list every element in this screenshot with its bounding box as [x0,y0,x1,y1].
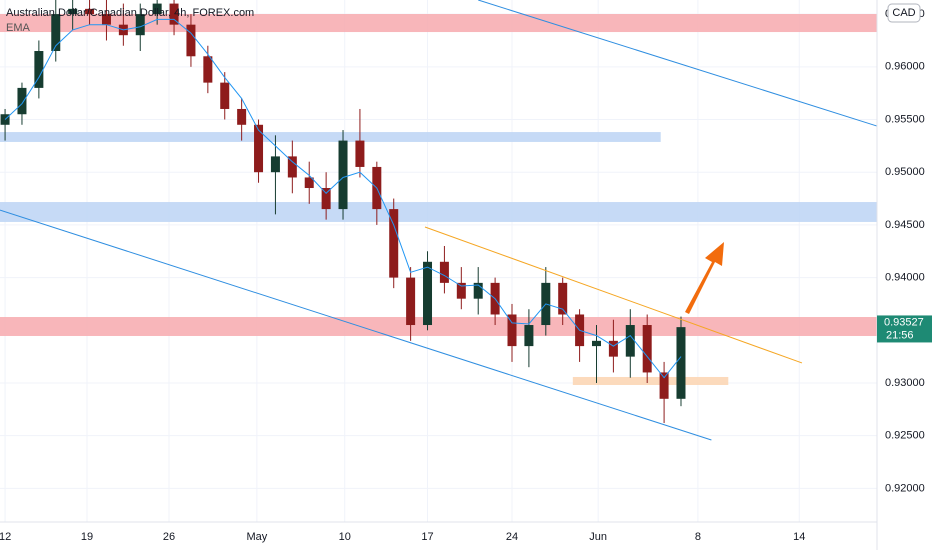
candle-body [135,14,145,36]
x-tick-label: 12 [0,531,11,543]
x-tick-label: Jun [589,531,607,543]
candle-body [507,314,517,347]
candle-body [676,327,686,399]
candle-body [406,277,416,326]
y-tick-label: 0.95500 [885,113,925,125]
currency-badge [887,3,921,23]
candle-body [68,8,78,15]
candle-body [169,3,179,25]
candle-body [0,114,10,125]
x-tick-label: 8 [695,531,701,543]
candle-body [254,124,264,173]
x-tick-label: 26 [163,531,175,543]
candle-body [608,340,618,357]
candle-body [17,87,27,115]
ema-line [4,18,682,379]
candle-body [85,8,95,15]
y-tick-label: 0.93000 [885,377,925,389]
y-tick-label: 0.94500 [885,219,925,231]
candle-body [625,325,635,357]
candle-body [34,51,44,88]
x-tick-label: 17 [421,531,433,543]
candle-body [642,325,652,373]
zone [0,317,877,336]
candle-body [423,261,433,326]
y-tick-label: 0.96000 [885,61,925,73]
candle-body [237,108,247,125]
y-tick-label: 0.94000 [885,272,925,284]
candle-body [558,282,568,315]
y-tick-label: 0.95000 [885,166,925,178]
candle-body [524,325,534,347]
candle-body [389,209,399,278]
candle-body [203,56,213,83]
x-tick-label: May [246,531,267,543]
candle-body [338,140,348,210]
zone [0,202,877,222]
candle-body [659,372,669,399]
candle-body [355,140,365,167]
candle-body [51,14,61,52]
x-tick-label: 10 [339,531,351,543]
candle-body [304,177,314,189]
trend-line [0,209,712,441]
chart-title: Australian Dollar/Canadian Dollar, 4h, F… [6,7,254,19]
x-tick-label: 14 [793,531,805,543]
x-tick-label: 19 [81,531,93,543]
y-tick-label: 0.92500 [885,430,925,442]
plot-area [0,0,878,522]
zone [0,14,877,33]
zone [572,376,729,385]
candle-body [152,3,162,15]
candle-body [456,282,466,299]
currency-label: CAD [892,7,915,19]
candle-body [287,156,297,178]
last-price-label: 0.93527 [884,316,924,328]
x-tick-label: 24 [506,531,518,543]
candle-body [186,24,196,57]
candle-body [473,282,483,299]
candle-body [270,156,280,173]
candle-body [101,14,111,25]
last-price-box [877,315,932,343]
candle-body [321,188,331,210]
countdown-label: 21:56 [886,329,914,341]
arrow [685,242,724,314]
candle-body [220,82,230,109]
y-tick-label: 0.92000 [885,482,925,494]
trend-line [424,226,803,364]
trend-line [478,0,878,127]
candle-body [439,261,449,283]
candle-body [591,340,601,347]
indicator-label: EMA [6,22,31,34]
zone [0,132,661,142]
